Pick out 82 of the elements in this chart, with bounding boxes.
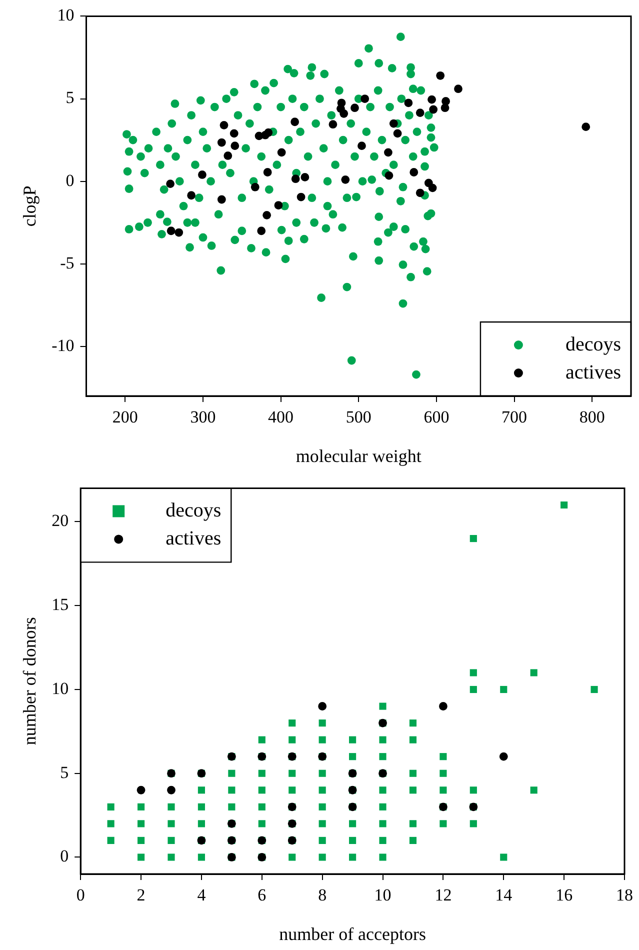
point: [416, 188, 424, 198]
x-tick-label: 8: [318, 886, 327, 905]
y-tick-label: -10: [52, 336, 74, 355]
point: [166, 180, 175, 188]
y-axis-title: number of donors: [20, 617, 40, 746]
x-tick-label: 700: [502, 408, 528, 427]
y-tick-label: 5: [66, 88, 74, 108]
y-axis-title: clogP: [20, 186, 40, 227]
x-tick-label: 10: [374, 886, 392, 905]
y-tick-label: 15: [52, 595, 69, 614]
point: [341, 175, 350, 184]
x-tick-label: 500: [346, 408, 372, 427]
x-tick-label: 200: [112, 408, 138, 427]
point: [389, 119, 398, 128]
point: [384, 171, 394, 180]
y-tick-label: 20: [52, 511, 69, 530]
point: [224, 152, 232, 160]
point: [277, 148, 286, 157]
point: [328, 120, 338, 129]
legend-label: decoys: [166, 499, 222, 522]
x-tick-label: 12: [434, 886, 452, 905]
point: [187, 191, 196, 200]
point: [384, 148, 392, 157]
y-tick-label: 0: [60, 846, 69, 866]
point: [166, 226, 176, 236]
x-tick-label: 300: [190, 408, 216, 427]
point: [454, 84, 462, 94]
point: [440, 104, 450, 112]
point: [217, 195, 226, 204]
point: [416, 108, 424, 117]
point: [439, 702, 448, 710]
point: [300, 173, 310, 182]
point: [318, 702, 327, 710]
x-axis-title: molecular weight: [296, 446, 422, 466]
point: [263, 168, 272, 176]
point: [274, 201, 283, 210]
x-tick-label: 16: [556, 886, 573, 905]
point: [290, 118, 300, 126]
x-tick-label: 800: [579, 408, 605, 427]
point: [291, 174, 300, 184]
point: [428, 95, 436, 104]
x-tick-label: 18: [616, 886, 633, 905]
point: [198, 170, 206, 179]
y-tick-label: 0: [66, 170, 74, 190]
point: [436, 71, 445, 80]
legend-label: actives: [565, 361, 622, 384]
legend-label: decoys: [565, 333, 622, 356]
point: [393, 129, 402, 138]
y-tick-label: 5: [60, 762, 69, 782]
point: [582, 122, 590, 132]
point: [257, 226, 266, 236]
point: [230, 142, 240, 150]
point: [428, 184, 437, 192]
point: [250, 182, 260, 192]
x-tick-label: 4: [197, 886, 206, 905]
x-axis-title: number of acceptors: [279, 924, 426, 944]
legend-label: actives: [166, 527, 222, 550]
point: [360, 94, 370, 103]
x-tick-label: 400: [268, 408, 294, 427]
point: [429, 105, 438, 114]
point: [410, 168, 418, 176]
point: [404, 98, 413, 108]
point: [174, 228, 184, 237]
x-tick-label: 6: [258, 886, 266, 905]
point: [264, 128, 273, 137]
x-tick-label: 2: [136, 886, 146, 905]
point: [220, 120, 228, 130]
point: [217, 138, 226, 147]
point: [167, 786, 176, 794]
point: [499, 752, 508, 761]
x-tick-label: 600: [424, 408, 450, 427]
y-tick-label: -5: [60, 253, 74, 272]
point: [262, 210, 272, 220]
point: [136, 786, 146, 794]
point: [230, 129, 238, 138]
x-tick-label: 14: [495, 886, 513, 905]
y-tick-label: 10: [57, 6, 74, 25]
point: [296, 192, 306, 202]
point: [340, 109, 348, 118]
y-tick-label: 10: [52, 678, 69, 698]
point: [350, 104, 359, 112]
point: [358, 142, 366, 150]
